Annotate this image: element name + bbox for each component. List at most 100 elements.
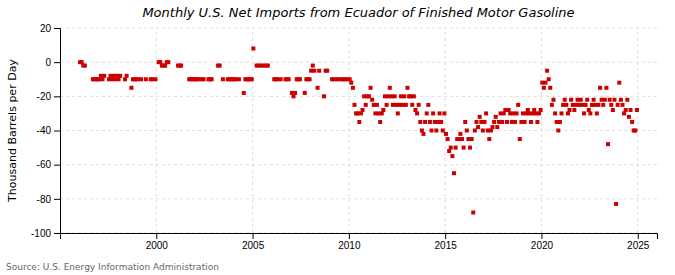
point — [402, 94, 406, 98]
points — [78, 47, 639, 215]
point — [543, 81, 547, 85]
point — [564, 103, 568, 107]
point — [454, 146, 458, 150]
point — [298, 77, 302, 81]
point — [529, 120, 533, 124]
point — [622, 111, 626, 115]
x-tick-label: 2000 — [146, 240, 169, 251]
point — [548, 86, 552, 90]
x-tick-label: 2005 — [242, 240, 265, 251]
x-tick-mark — [541, 233, 542, 239]
point — [460, 137, 464, 141]
point — [487, 137, 491, 141]
point — [568, 108, 572, 112]
point — [482, 120, 486, 124]
point — [532, 108, 536, 112]
point — [463, 120, 467, 124]
point — [266, 64, 270, 68]
y-tick-label: 20 — [40, 23, 52, 34]
y-tick: -100 — [31, 228, 60, 239]
point — [311, 64, 315, 68]
point — [563, 98, 567, 102]
point — [609, 103, 613, 107]
x-axis-line — [61, 234, 658, 240]
point — [491, 125, 495, 129]
point — [421, 132, 425, 136]
point — [572, 108, 576, 112]
point — [101, 77, 105, 81]
point — [447, 149, 451, 153]
point — [357, 120, 361, 124]
point — [579, 98, 583, 102]
point — [351, 86, 355, 90]
point — [317, 69, 321, 73]
point — [633, 129, 637, 133]
point — [471, 211, 475, 215]
point — [293, 91, 297, 95]
point — [125, 74, 129, 78]
x-axis: 200020052010201520202025 — [61, 233, 658, 251]
chart-svg: 200020052010201520202025-100-80-60-40-20… — [0, 0, 675, 275]
point — [359, 111, 363, 115]
point — [582, 111, 586, 115]
point — [308, 77, 312, 81]
point — [378, 120, 382, 124]
point — [166, 60, 170, 64]
point — [542, 86, 546, 90]
point — [420, 129, 424, 133]
point — [489, 129, 493, 133]
point — [484, 111, 488, 115]
point — [513, 120, 517, 124]
y-tick: -60 — [37, 159, 60, 170]
point — [629, 108, 633, 112]
point — [547, 77, 551, 81]
y-tick-mark — [54, 62, 60, 63]
y-axis-title: Thousand Barrels per Day — [6, 59, 19, 203]
point — [473, 129, 477, 133]
y-axis: -100-80-60-40-20020 — [31, 23, 61, 239]
point — [393, 94, 397, 98]
point — [452, 171, 456, 175]
point — [630, 120, 634, 124]
point — [388, 86, 392, 90]
point — [163, 64, 167, 68]
point — [612, 98, 616, 102]
point — [539, 108, 543, 112]
point — [221, 77, 225, 81]
point — [439, 120, 443, 124]
x-tick-mark — [156, 233, 157, 239]
point — [537, 111, 541, 115]
point — [123, 77, 127, 81]
point — [316, 86, 320, 90]
y-tick-label: -80 — [37, 194, 52, 205]
point — [364, 103, 368, 107]
point — [596, 103, 600, 107]
point — [523, 120, 527, 124]
point — [348, 77, 352, 81]
x-tick: 2015 — [435, 233, 458, 251]
y-tick-label: -20 — [37, 91, 52, 102]
point — [242, 91, 246, 95]
point — [595, 111, 599, 115]
point — [526, 108, 530, 112]
point — [598, 86, 602, 90]
x-tick-mark — [349, 233, 350, 239]
point — [413, 108, 417, 112]
point — [446, 137, 450, 141]
point — [83, 64, 87, 68]
x-tick-label: 2020 — [531, 240, 554, 251]
point — [312, 69, 316, 73]
point — [251, 47, 255, 51]
point — [80, 60, 84, 64]
point — [303, 91, 307, 95]
point — [468, 146, 472, 150]
point — [624, 108, 628, 112]
point — [556, 129, 560, 133]
y-tick-label: -60 — [37, 159, 52, 170]
point — [465, 129, 469, 133]
point — [380, 111, 384, 115]
point — [179, 64, 183, 68]
x-tick: 2000 — [146, 233, 169, 251]
point — [616, 103, 620, 107]
point — [349, 81, 353, 85]
